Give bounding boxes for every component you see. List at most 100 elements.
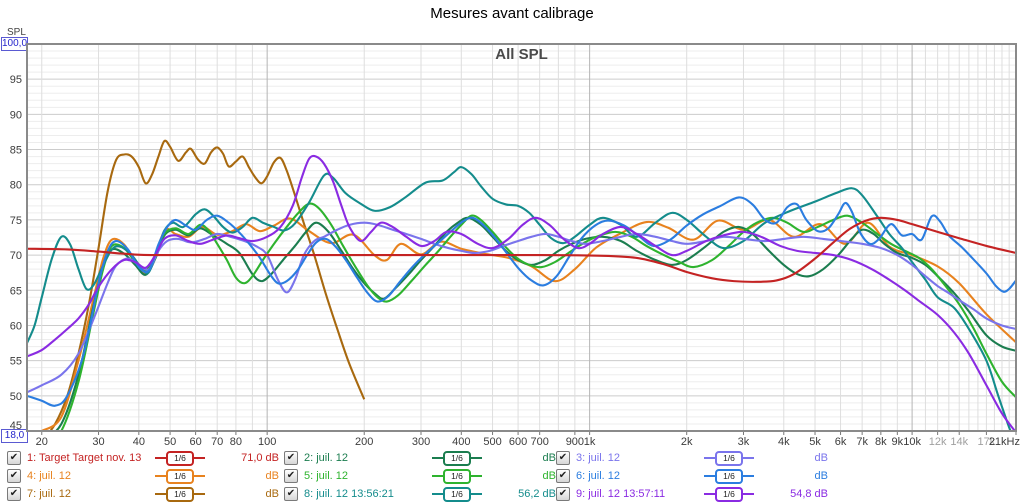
freq-axis-tick: 4k [778,436,790,448]
legend-entry: ✔ 5: juil. 12 1/6 dB [284,467,556,485]
freq-axis-tick: 5k [809,436,821,448]
freq-axis-tick: 30 [92,436,104,448]
freq-axis-tick: 3k [738,436,750,448]
freq-axis-tick: 500 [483,436,501,448]
freq-axis-tick: 10k [903,436,921,448]
spl-chart-canvas[interactable]: 95 90 85 80 75 70 65 60 55 50 45 20 30 40 50 60 70 80 100 2… [0,28,1024,448]
trace-color-line [743,475,754,477]
trace-level-value: dB [265,470,279,482]
smoothing-button[interactable]: 1/6 [155,468,209,484]
trace-color-line [704,493,715,495]
freq-axis-tick: 600 [509,436,527,448]
freq-axis-tick: 200 [355,436,373,448]
freq-axis-tick: 400 [452,436,470,448]
trace-visibility-checkbox[interactable]: ✔ [284,469,298,483]
freq-axis-tick: 70 [211,436,223,448]
legend-entry: ✔ 8: juil. 12 13:56:21 1/6 56,2 dB [284,485,556,502]
trace-color-line [471,493,482,495]
smoothing-button[interactable]: 1/6 [155,486,209,502]
smoothing-value: 1/6 [715,468,743,484]
spl-axis-tick: 65 [10,285,22,297]
trace-label: 5: juil. 12 [304,470,349,482]
trace-color-line [155,493,166,495]
trace-label: 2: juil. 12 [304,452,349,464]
smoothing-button[interactable]: 1/6 [432,450,486,466]
trace-color-line [471,457,482,459]
trace-legend: ✔ 1: Target Target nov. 13 1/6 71,0 dB ✔ 4: j… [7,449,1021,502]
trace-level-value: 54,8 dB [790,488,828,500]
trace-color-line [155,457,166,459]
trace-label: 3: juil. 12 [576,452,621,464]
smoothing-button[interactable]: 1/6 [432,486,486,502]
freq-axis-tick: 900 [566,436,584,448]
trace-level-value: dB [542,470,556,482]
trace-color-line [155,475,166,477]
trace-visibility-checkbox[interactable]: ✔ [7,469,21,483]
trace-visibility-checkbox[interactable]: ✔ [284,487,298,501]
trace-label: 8: juil. 12 13:56:21 [304,488,394,500]
freq-axis-tick: 17k [978,436,996,448]
freq-axis-tick: 100 [258,436,276,448]
legend-entry: ✔ 1: Target Target nov. 13 1/6 71,0 dB [7,449,284,467]
smoothing-value: 1/6 [166,450,194,466]
spl-axis-tick: 95 [10,74,22,86]
trace-color-line [471,475,482,477]
trace-label: 1: Target Target nov. 13 [27,452,142,464]
trace-color-line [194,493,205,495]
chart-title: All SPL [495,46,548,63]
freq-axis-tick: 700 [530,436,548,448]
legend-entry: ✔ 7: juil. 12 1/6 dB [7,485,284,502]
trace-7 [27,221,1016,394]
smoothing-button[interactable]: 1/6 [704,450,758,466]
trace-visibility-checkbox[interactable]: ✔ [556,451,570,465]
smoothing-button[interactable]: 1/6 [704,468,758,484]
freq-axis-tick: 40 [133,436,145,448]
trace-level-value: 71,0 dB [241,452,279,464]
smoothing-value: 1/6 [443,450,471,466]
spl-axis-tick: 45 [10,420,22,432]
trace-color-line [194,457,205,459]
smoothing-value: 1/6 [443,468,471,484]
trace-level-value: dB [542,452,556,464]
spl-axis-tick: 85 [10,145,22,157]
plot-frame [26,43,1017,432]
freq-axis-tick: 80 [230,436,242,448]
x-axis-min-box[interactable]: 18,0 [1,429,28,443]
trace-level-value: dB [814,452,828,464]
smoothing-value: 1/6 [715,486,743,502]
trace-visibility-checkbox[interactable]: ✔ [284,451,298,465]
trace-visibility-checkbox[interactable]: ✔ [7,487,21,501]
trace-8 [27,196,1016,407]
freq-axis-tick: 2k [681,436,693,448]
freq-axis-tick: 60 [189,436,201,448]
freq-axis-tick: 9k [892,436,904,448]
trace-color-line [432,457,443,459]
trace-color-line [704,475,715,477]
freq-axis-tick: 20 [36,436,48,448]
trace-color-line [432,475,443,477]
trace-4 [54,216,1016,431]
freq-axis-tick: 21kHz [989,436,1020,448]
smoothing-value: 1/6 [443,486,471,502]
trace-level-value: 56,2 dB [518,488,556,500]
spl-axis-label: SPL [7,27,26,38]
trace-color-line [743,457,754,459]
freq-axis-tick: 6k [835,436,847,448]
spl-axis-tick: 60 [10,320,22,332]
trace-color-line [194,475,205,477]
smoothing-button[interactable]: 1/6 [432,468,486,484]
trace-label: 9: juil. 12 13:57:11 [576,488,666,500]
smoothing-button[interactable]: 1/6 [155,450,209,466]
smoothing-value: 1/6 [166,468,194,484]
trace-visibility-checkbox[interactable]: ✔ [556,487,570,501]
spl-axis-tick: 90 [10,109,22,121]
trace-3 [49,139,366,431]
trace-label: 6: juil. 12 [576,470,621,482]
trace-visibility-checkbox[interactable]: ✔ [556,469,570,483]
freq-axis-tick: 12k [929,436,947,448]
trace-visibility-checkbox[interactable]: ✔ [7,451,21,465]
smoothing-button[interactable]: 1/6 [704,486,758,502]
trace-9 [27,154,1016,431]
trace-color-line [432,493,443,495]
legend-entry: ✔ 9: juil. 12 13:57:11 1/6 54,8 dB [556,485,1006,502]
